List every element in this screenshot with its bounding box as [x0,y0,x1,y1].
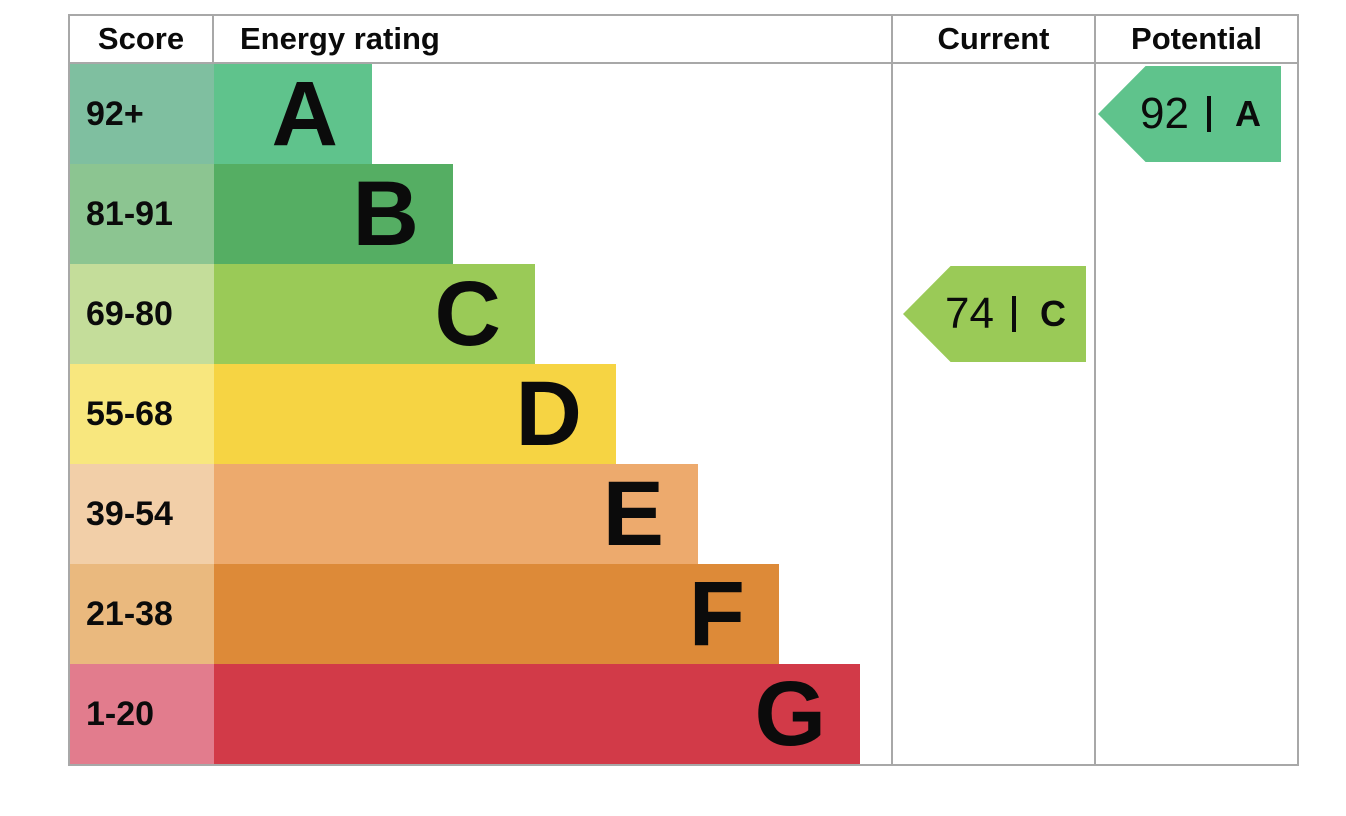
potential-rating-arrow: 92 A [1098,66,1281,162]
band-letter-e: E [602,463,664,565]
current-cell-b [891,164,1094,264]
potential-cell-b [1094,164,1297,264]
energy-band-row-g: G [214,664,891,764]
separator-bar-icon [1207,96,1211,132]
column-header-potential: Potential [1094,16,1297,64]
potential-cell-g [1094,664,1297,764]
potential-cell-c [1094,264,1297,364]
current-cell-e [891,464,1094,564]
column-header-energy-rating: Energy rating [214,16,891,64]
score-range-c: 69-80 [70,264,214,364]
separator-bar-icon [1012,296,1016,332]
potential-cell-f [1094,564,1297,664]
band-bar-f: F [214,564,779,664]
score-range-b: 81-91 [70,164,214,264]
current-cell-f [891,564,1094,664]
band-letter-b: B [352,163,419,265]
energy-band-row-b: B [214,164,891,264]
current-cell-a [891,64,1094,164]
current-cell-g [891,664,1094,764]
current-score-value: 74 [945,289,994,338]
current-rating-arrow: 74 C [903,266,1086,362]
energy-band-row-f: F [214,564,891,664]
band-letter-g: G [754,663,826,765]
score-range-f: 21-38 [70,564,214,664]
column-header-score: Score [70,16,214,64]
current-rating-letter: C [1040,293,1066,334]
band-bar-e: E [214,464,698,564]
band-letter-c: C [434,263,501,365]
score-range-e: 39-54 [70,464,214,564]
potential-rating-letter: A [1235,93,1261,134]
band-bar-d: D [214,364,616,464]
potential-cell-a: 92 A [1094,64,1297,164]
energy-band-row-d: D [214,364,891,464]
current-cell-c: 74 C [891,264,1094,364]
score-range-g: 1-20 [70,664,214,764]
potential-score-value: 92 [1140,89,1189,138]
energy-band-row-c: C [214,264,891,364]
score-range-d: 55-68 [70,364,214,464]
band-bar-g: G [214,664,860,764]
column-header-current: Current [891,16,1094,64]
band-letter-f: F [688,563,745,665]
epc-rating-chart: Score Energy rating Current Potential 92… [68,14,1299,766]
energy-band-row-e: E [214,464,891,564]
score-range-a: 92+ [70,64,214,164]
energy-band-row-a: A [214,64,891,164]
potential-cell-d [1094,364,1297,464]
band-bar-b: B [214,164,453,264]
band-letter-a: A [271,63,338,165]
current-cell-d [891,364,1094,464]
band-bar-c: C [214,264,535,364]
band-letter-d: D [515,363,582,465]
band-bar-a: A [214,64,372,164]
potential-cell-e [1094,464,1297,564]
